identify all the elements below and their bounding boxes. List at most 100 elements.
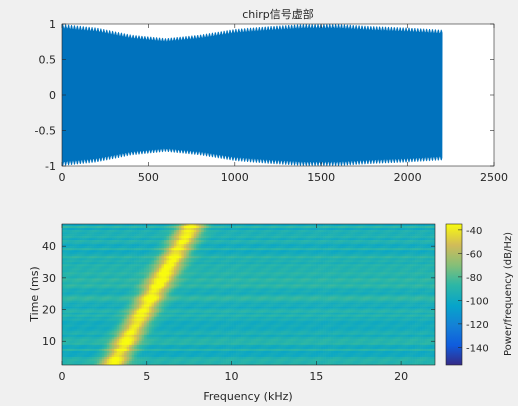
spectrogram-cell xyxy=(402,236,406,239)
spectrogram-cell xyxy=(186,284,190,287)
spectrogram-cell xyxy=(109,228,113,231)
spectrogram-cell xyxy=(265,236,269,239)
spectrogram-cell xyxy=(273,226,277,229)
spectrogram-cell xyxy=(265,260,269,263)
spectrogram-cell xyxy=(216,238,219,241)
spectrogram-cell xyxy=(288,254,292,257)
spectrogram-cell xyxy=(263,266,267,269)
spectrogram-cell xyxy=(248,246,252,249)
spectrogram-cell xyxy=(183,260,187,263)
spectrogram-cell xyxy=(402,256,406,259)
spectrogram-cell xyxy=(382,228,386,231)
spectrogram-cell xyxy=(208,288,212,291)
spectrogram-cell xyxy=(315,254,319,257)
spectrogram-cell xyxy=(263,250,267,253)
spectrogram-cell xyxy=(236,274,239,277)
spectrogram-cell xyxy=(255,264,259,267)
spectrogram-cell xyxy=(94,280,98,283)
spectrogram-cell xyxy=(236,236,239,239)
spectrogram-cell xyxy=(106,238,110,241)
spectrogram-cell xyxy=(263,264,267,267)
spectrogram-cell xyxy=(315,282,319,285)
spectrogram-cell xyxy=(258,260,262,263)
spectrogram-cell xyxy=(181,280,185,283)
spectrogram-cell xyxy=(231,244,234,247)
spectrogram-cell xyxy=(313,244,316,247)
spectrogram-cell xyxy=(141,276,145,279)
spectrogram-cell xyxy=(146,232,150,235)
spectrogram-cell xyxy=(198,244,202,247)
spectrogram-cell xyxy=(278,284,282,287)
spectrogram-cell xyxy=(99,276,103,279)
spectrogram-cell xyxy=(335,270,339,273)
spectrogram-cell xyxy=(280,236,284,239)
spectrogram-cell xyxy=(303,242,306,245)
spectrogram-cell xyxy=(367,276,371,279)
spectrogram-cell xyxy=(422,250,426,253)
spectrogram-cell xyxy=(94,242,98,245)
spectrogram-cell xyxy=(178,260,182,263)
spectrogram-cell xyxy=(417,288,421,291)
spectrogram-cell xyxy=(94,282,98,285)
spectrogram-cell xyxy=(405,232,408,235)
spectrogram-cell xyxy=(395,274,398,277)
spectrogram-cell xyxy=(253,232,257,235)
spectrogram-cell xyxy=(268,284,272,287)
spectrogram-cell xyxy=(104,258,108,261)
spectrogram-cell xyxy=(144,284,147,287)
top-x-tick-label: 2000 xyxy=(394,171,422,184)
spectrogram-cell xyxy=(375,254,379,257)
spectrogram-cell xyxy=(64,234,68,237)
spectrogram-cell xyxy=(233,284,237,287)
spectrogram-cell xyxy=(141,230,145,233)
spectrogram-cell xyxy=(387,236,391,239)
spectrogram-cell xyxy=(345,252,349,255)
spectrogram-cell xyxy=(278,260,282,263)
spectrogram-cell xyxy=(305,242,309,245)
spectrogram-cell xyxy=(415,230,418,233)
spectrogram-cell xyxy=(340,286,344,289)
spectrogram-cell xyxy=(226,274,229,277)
spectrogram-cell xyxy=(315,268,319,271)
spectrogram-cell xyxy=(390,276,394,279)
spectrogram-cell xyxy=(186,240,190,243)
spectrogram-cell xyxy=(390,274,394,277)
spectrogram-cell xyxy=(126,260,130,263)
spectrogram-cell xyxy=(201,244,205,247)
spectrogram-cell xyxy=(370,236,374,239)
spectrogram-cell xyxy=(186,258,190,261)
spectrogram-cell xyxy=(310,248,314,251)
spectrogram-cell xyxy=(124,238,127,241)
spectrogram-cell xyxy=(375,252,379,255)
spectrogram-cell xyxy=(328,254,331,257)
spectrogram-cell xyxy=(221,236,224,239)
spectrogram-cell xyxy=(64,230,68,233)
spectrogram-cell xyxy=(395,260,398,263)
spectrogram-cell xyxy=(176,260,180,263)
spectrogram-cell xyxy=(163,278,167,281)
spectrogram-cell xyxy=(228,278,232,281)
spectrogram-cell xyxy=(238,224,242,227)
spectrogram-cell xyxy=(188,240,192,243)
spectrogram-cell xyxy=(124,224,127,227)
spectrogram-cell xyxy=(400,276,403,279)
spectrogram-cell xyxy=(243,224,247,227)
spectrogram-cell xyxy=(280,280,284,283)
spectrogram-cell xyxy=(278,266,282,269)
spectrogram-cell xyxy=(221,248,224,251)
spectrogram-cell xyxy=(372,286,376,289)
spectrogram-cell xyxy=(410,280,413,283)
spectrogram-cell xyxy=(161,286,165,289)
spectrogram-cell xyxy=(238,240,242,243)
spectrogram-cell xyxy=(91,278,95,281)
spectrogram-cell xyxy=(318,232,321,235)
spectrogram-cell xyxy=(71,230,75,233)
spectrogram-cell xyxy=(89,288,93,291)
spectrogram-cell xyxy=(352,266,356,269)
spectrogram-cell xyxy=(405,268,408,271)
spectrogram-cell xyxy=(104,234,108,237)
spectrogram-cell xyxy=(173,256,177,259)
spectrogram-cell xyxy=(420,280,423,283)
spectrogram-cell xyxy=(308,268,311,271)
spectrogram-cell xyxy=(191,282,195,285)
